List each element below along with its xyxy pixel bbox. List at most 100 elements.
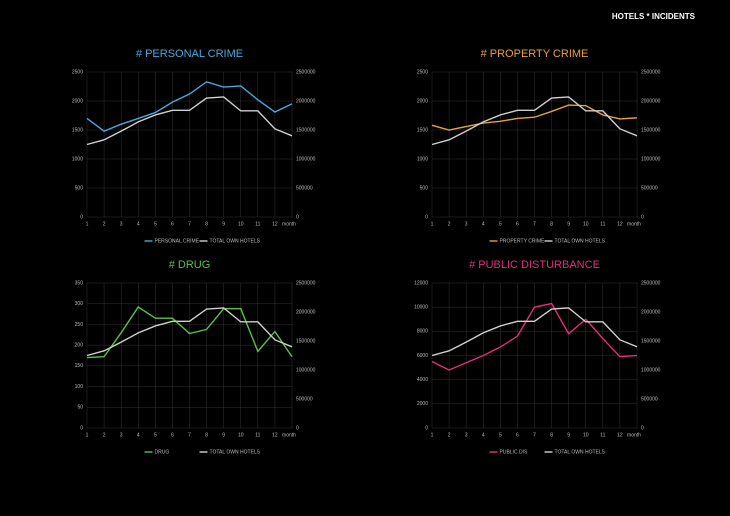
x-tick-label: 8 xyxy=(205,432,208,438)
y-tick-label: 2000 xyxy=(72,98,83,104)
x-tick-label: 9 xyxy=(222,432,225,438)
x-tick-label: 3 xyxy=(120,432,123,438)
y-tick-label: 100 xyxy=(75,384,84,390)
y2-tick-label: 1500000 xyxy=(641,127,661,133)
x-axis-label: month xyxy=(282,432,296,438)
x-tick-label: 6 xyxy=(516,432,519,438)
x-tick-label: 4 xyxy=(482,432,485,438)
y2-tick-label: 2000000 xyxy=(641,309,661,315)
y2-tick-label: 1000000 xyxy=(641,156,661,162)
y-tick-label: 1000 xyxy=(417,156,428,162)
y2-tick-label: 500000 xyxy=(641,185,658,191)
x-tick-label: 3 xyxy=(120,221,123,227)
x-tick-label: 7 xyxy=(533,432,536,438)
legend-label: DRUG xyxy=(155,449,170,455)
legend-label: PERSONAL CRIME xyxy=(155,238,200,244)
y2-tick-label: 1000000 xyxy=(296,367,316,373)
x-tick-label: 5 xyxy=(499,221,502,227)
y2-tick-label: 2500000 xyxy=(641,280,661,286)
x-tick-label: 9 xyxy=(567,221,570,227)
x-tick-label: 12 xyxy=(272,221,278,227)
x-tick-label: 6 xyxy=(171,221,174,227)
x-tick-label: 9 xyxy=(222,221,225,227)
y2-tick-label: 2500000 xyxy=(296,69,316,75)
y-tick-label: 0 xyxy=(425,425,428,431)
x-tick-label: 3 xyxy=(465,221,468,227)
x-tick-label: 11 xyxy=(600,221,605,227)
y-tick-label: 6000 xyxy=(417,353,428,359)
chart-title: # DRUG xyxy=(169,259,211,271)
x-tick-label: 1 xyxy=(431,432,434,438)
series-line xyxy=(431,307,638,357)
x-tick-label: 2 xyxy=(448,432,451,438)
y-tick-label: 2500 xyxy=(72,69,83,75)
x-tick-label: 2 xyxy=(103,221,106,227)
y-tick-label: 150 xyxy=(75,363,84,369)
y-tick-label: 4000 xyxy=(417,377,428,383)
y2-tick-label: 1000000 xyxy=(296,156,316,162)
y2-tick-label: 500000 xyxy=(641,396,658,402)
y-tick-label: 350 xyxy=(75,280,84,286)
series-line xyxy=(86,306,293,359)
x-tick-label: 8 xyxy=(550,221,553,227)
x-tick-label: 8 xyxy=(550,432,553,438)
x-tick-label: 12 xyxy=(272,432,278,438)
y2-tick-label: 1000000 xyxy=(641,367,661,373)
x-tick-label: 12 xyxy=(617,221,623,227)
page-title: HOTELS * INCIDENTS xyxy=(612,12,696,21)
legend-label: TOTAL OWN HOTELS xyxy=(555,449,606,455)
legend-label: PROPERTY CRIME xyxy=(500,238,545,244)
y2-tick-label: 1500000 xyxy=(296,127,316,133)
y-tick-label: 1500 xyxy=(417,127,428,133)
x-tick-label: 7 xyxy=(188,432,191,438)
y2-tick-label: 2000000 xyxy=(641,98,661,104)
x-tick-label: 1 xyxy=(431,221,434,227)
series-line xyxy=(431,302,638,371)
y2-tick-label: 2000000 xyxy=(296,98,316,104)
y-tick-label: 300 xyxy=(75,301,84,307)
y-tick-label: 1000 xyxy=(72,156,83,162)
y-tick-label: 0 xyxy=(80,214,83,220)
series-line xyxy=(86,96,293,146)
y2-tick-label: 0 xyxy=(641,425,644,431)
x-tick-label: 5 xyxy=(154,432,157,438)
x-tick-label: 9 xyxy=(567,432,570,438)
x-tick-label: 8 xyxy=(205,221,208,227)
x-tick-label: 1 xyxy=(86,221,89,227)
y2-tick-label: 500000 xyxy=(296,185,313,191)
series-line xyxy=(431,104,638,131)
x-tick-label: 6 xyxy=(516,221,519,227)
x-tick-label: 4 xyxy=(482,221,485,227)
x-tick-label: 11 xyxy=(600,432,605,438)
y2-tick-label: 2500000 xyxy=(641,69,661,75)
x-tick-label: 6 xyxy=(171,432,174,438)
x-tick-label: 1 xyxy=(86,432,89,438)
y2-tick-label: 0 xyxy=(641,214,644,220)
y-tick-label: 500 xyxy=(420,185,429,191)
x-tick-label: 10 xyxy=(583,432,589,438)
legend-label: TOTAL OWN HOTELS xyxy=(210,238,261,244)
y-tick-label: 50 xyxy=(77,405,83,411)
y2-tick-label: 0 xyxy=(296,214,299,220)
y-tick-label: 2000 xyxy=(417,401,428,407)
y-tick-label: 2000 xyxy=(417,98,428,104)
legend-label: TOTAL OWN HOTELS xyxy=(555,238,606,244)
series-line xyxy=(86,81,293,132)
y2-tick-label: 2000000 xyxy=(296,309,316,315)
y-tick-label: 8000 xyxy=(417,329,428,335)
x-tick-label: 2 xyxy=(448,221,451,227)
x-axis-label: month xyxy=(282,221,296,227)
series-line xyxy=(86,307,293,357)
y-tick-label: 12000 xyxy=(414,280,428,286)
y2-tick-label: 1500000 xyxy=(641,338,661,344)
x-tick-label: 11 xyxy=(255,221,260,227)
y2-tick-label: 500000 xyxy=(296,396,313,402)
chart-title: # PUBLIC DISTURBANCE xyxy=(469,259,600,271)
x-tick-label: 4 xyxy=(137,221,140,227)
y2-tick-label: 0 xyxy=(296,425,299,431)
y-tick-label: 10000 xyxy=(414,304,428,310)
y-tick-label: 250 xyxy=(75,322,84,328)
